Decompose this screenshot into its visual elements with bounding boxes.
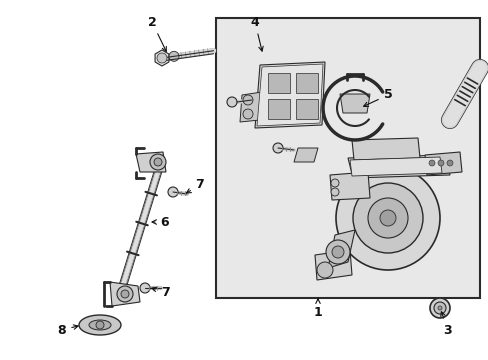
Circle shape	[352, 183, 422, 253]
Bar	[216, 18, 479, 298]
Circle shape	[154, 158, 162, 166]
Polygon shape	[327, 230, 354, 268]
Polygon shape	[351, 138, 419, 160]
Bar	[295, 73, 317, 93]
Circle shape	[437, 160, 443, 166]
Polygon shape	[254, 62, 325, 128]
Bar	[267, 73, 289, 93]
Polygon shape	[293, 148, 317, 162]
Polygon shape	[424, 152, 461, 175]
Text: 7: 7	[152, 285, 169, 298]
Ellipse shape	[89, 320, 111, 330]
Text: 8: 8	[58, 324, 78, 337]
Circle shape	[316, 262, 332, 278]
Circle shape	[243, 109, 252, 119]
Text: 2: 2	[147, 15, 166, 51]
Circle shape	[168, 187, 178, 197]
Bar	[267, 99, 289, 119]
Circle shape	[437, 306, 441, 310]
Circle shape	[150, 154, 165, 170]
Circle shape	[429, 298, 449, 318]
Circle shape	[379, 210, 395, 226]
Polygon shape	[314, 250, 351, 280]
Circle shape	[157, 53, 167, 63]
Text: 1: 1	[313, 299, 322, 319]
Bar	[295, 99, 317, 119]
Polygon shape	[339, 94, 369, 113]
Circle shape	[121, 290, 129, 298]
Circle shape	[117, 286, 133, 302]
Circle shape	[330, 179, 338, 187]
Circle shape	[335, 166, 439, 270]
Polygon shape	[329, 172, 369, 200]
Ellipse shape	[79, 315, 121, 335]
Text: 3: 3	[440, 312, 451, 337]
Polygon shape	[110, 282, 140, 306]
Circle shape	[428, 160, 434, 166]
Circle shape	[367, 198, 407, 238]
Circle shape	[331, 246, 343, 258]
Polygon shape	[240, 92, 262, 122]
Polygon shape	[136, 152, 165, 172]
Text: 7: 7	[186, 179, 204, 193]
Circle shape	[226, 97, 237, 107]
Text: 5: 5	[363, 89, 391, 107]
Polygon shape	[155, 50, 168, 66]
Circle shape	[330, 188, 338, 196]
Circle shape	[272, 143, 283, 153]
Text: 6: 6	[152, 216, 169, 229]
Circle shape	[433, 302, 445, 314]
Circle shape	[140, 283, 150, 293]
Polygon shape	[349, 157, 441, 176]
Circle shape	[169, 51, 179, 61]
Circle shape	[446, 160, 452, 166]
Text: 4: 4	[250, 15, 263, 51]
Circle shape	[243, 95, 252, 105]
Polygon shape	[257, 64, 323, 126]
Polygon shape	[347, 155, 449, 178]
Circle shape	[325, 240, 349, 264]
Circle shape	[96, 321, 104, 329]
